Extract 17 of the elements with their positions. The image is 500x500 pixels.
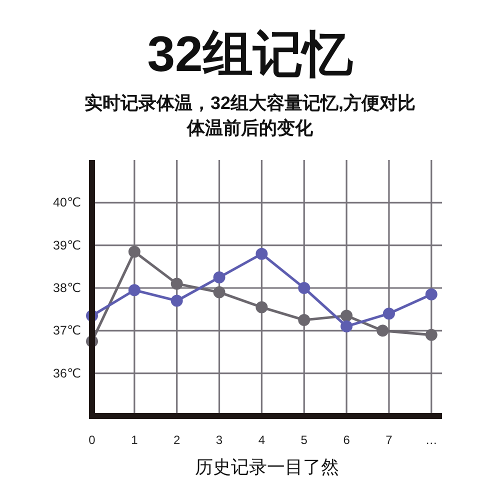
x-tick-label: … (425, 433, 438, 447)
y-tick-label: 36℃ (53, 366, 81, 380)
x-tick-label: 2 (174, 433, 181, 447)
chart-subtitle: 实时记录体温，32组大容量记忆,方便对比体温前后的变化 (83, 92, 417, 140)
x-tick-label: 5 (300, 433, 308, 447)
x-tick-label: 3 (216, 433, 223, 447)
x-axis-title: 历史记录一目了然 (195, 457, 339, 477)
x-tick-label: 0 (88, 433, 96, 447)
chart-title: 32组记忆 (146, 25, 354, 84)
x-tick-label: 6 (343, 433, 350, 447)
y-tick-label: 38℃ (53, 281, 81, 295)
y-tick-label: 40℃ (53, 196, 81, 210)
y-tick-label: 39℃ (53, 238, 81, 252)
x-tick-label: 1 (131, 433, 138, 447)
y-tick-label: 37℃ (53, 324, 81, 338)
x-tick-label: 4 (258, 433, 266, 447)
x-tick-label: 7 (386, 433, 393, 447)
